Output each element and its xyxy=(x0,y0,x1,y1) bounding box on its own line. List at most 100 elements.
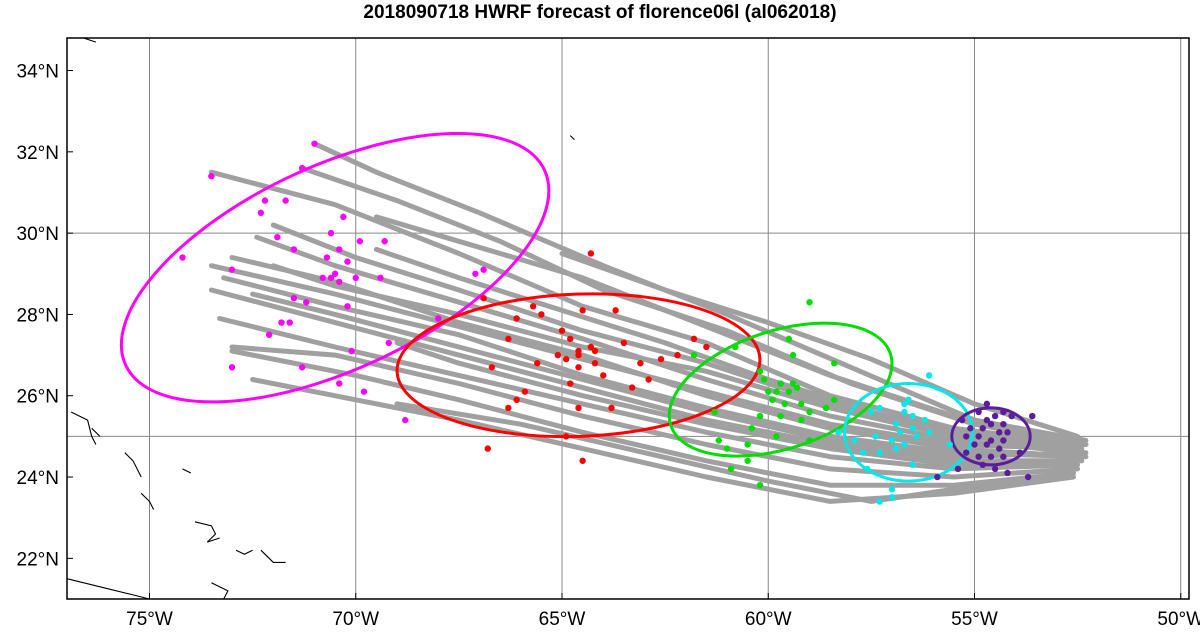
forecast-position-dot xyxy=(257,209,265,217)
uncertainty-ellipses xyxy=(119,131,1032,483)
forecast-position-dot xyxy=(831,360,838,367)
forecast-position-dot xyxy=(909,461,916,469)
ensemble-track xyxy=(373,246,1076,456)
forecast-position-dot xyxy=(901,441,908,448)
forecast-position-dot xyxy=(954,465,962,473)
forecast-position-dot xyxy=(996,445,1003,452)
forecast-position-dot xyxy=(876,404,883,412)
forecast-position-dot xyxy=(591,360,599,367)
forecast-position-dot xyxy=(336,278,343,286)
forecast-position-dot xyxy=(983,416,991,424)
ensemble-track xyxy=(208,263,1081,452)
forecast-position-dot xyxy=(484,445,491,452)
forecast-position-dot xyxy=(298,164,306,172)
forecast-position-dot xyxy=(934,473,941,481)
ensemble-track xyxy=(208,169,1085,447)
forecast-position-dot xyxy=(888,494,896,501)
forecast-position-dot xyxy=(925,372,933,379)
coastline-segment xyxy=(182,468,192,474)
longitude-ticks: 75°W 70°W 65°W 60°W 55°W 50°W xyxy=(126,593,1200,630)
forecast-position-dot xyxy=(637,360,644,367)
forecast-position-dot xyxy=(925,429,933,436)
forecast-position-dot xyxy=(303,299,310,306)
forecast-position-dot xyxy=(996,429,1003,436)
forecast-position-dot xyxy=(909,425,916,432)
forecast-position-dot xyxy=(352,274,359,282)
coastlines xyxy=(66,37,575,600)
y-tick-label: 28°N xyxy=(17,305,59,326)
forecast-position-dot xyxy=(562,355,570,363)
forecast-position-dot xyxy=(435,315,442,322)
coastline-segment xyxy=(211,582,229,600)
forecast-position-dot xyxy=(723,445,731,452)
figure-title: 2018090718 HWRF forecast of florence06l … xyxy=(363,2,837,23)
forecast-position-dot xyxy=(290,294,298,302)
coastline-segment xyxy=(124,452,142,478)
x-tick-label: 65°W xyxy=(539,609,586,630)
forecast-position-dot xyxy=(963,449,970,456)
forecast-position-dot xyxy=(534,360,541,367)
forecast-position-dot xyxy=(360,388,368,395)
forecast-position-dot xyxy=(987,437,995,444)
forecast-position-dot xyxy=(265,331,273,338)
forecast-position-dot xyxy=(356,238,364,245)
uncertainty-ellipse xyxy=(395,292,762,439)
ensemble-track xyxy=(229,348,1076,488)
forecast-position-dot xyxy=(769,396,776,404)
forecast-position-dot xyxy=(179,254,186,261)
forecast-position-dot xyxy=(765,388,772,395)
forecast-position-dot xyxy=(645,376,652,383)
forecast-positions xyxy=(179,140,1036,505)
forecast-position-dot xyxy=(872,433,879,440)
forecast-position-dot xyxy=(748,425,755,432)
ensemble-track xyxy=(208,287,1085,464)
forecast-position-dot xyxy=(727,465,735,473)
forecast-position-dot xyxy=(579,307,586,314)
forecast-position-dot xyxy=(1029,412,1036,420)
coastline-segment xyxy=(91,427,101,437)
forecast-position-dot xyxy=(987,420,995,428)
forecast-position-dot xyxy=(587,250,595,257)
forecast-position-dot xyxy=(901,408,908,416)
forecast-position-dot xyxy=(562,433,570,440)
latitude-ticks: 22°N 24°N 26°N 28°N 30°N 32°N 34°N xyxy=(17,62,73,570)
forecast-position-dot xyxy=(290,246,298,253)
forecast-position-dot xyxy=(480,294,487,302)
forecast-position-dot xyxy=(971,441,978,448)
y-tick-label: 26°N xyxy=(17,387,59,408)
forecast-position-dot xyxy=(327,229,335,237)
forecast-position-dot xyxy=(859,449,867,456)
forecast-position-dot xyxy=(835,429,842,436)
forecast-position-dot xyxy=(690,335,698,343)
forecast-position-dot xyxy=(785,335,793,343)
forecast-position-dot xyxy=(620,339,628,347)
ensemble-track xyxy=(217,316,1081,472)
forecast-position-dot xyxy=(963,433,970,440)
coastline-segment xyxy=(70,411,97,445)
forecast-position-dot xyxy=(991,465,999,473)
forecast-position-dot xyxy=(336,380,343,387)
forecast-position-dot xyxy=(888,486,896,493)
uncertainty-ellipse xyxy=(667,321,894,458)
forecast-position-dot xyxy=(538,311,545,318)
forecast-position-dot xyxy=(331,270,339,277)
forecast-position-dot xyxy=(587,343,595,351)
forecast-position-dot xyxy=(888,437,896,444)
forecast-position-dot xyxy=(967,425,974,432)
forecast-position-dot xyxy=(831,396,838,404)
forecast-position-dot xyxy=(822,404,830,412)
forecast-position-dot xyxy=(913,433,920,440)
forecast-position-dot xyxy=(261,197,269,204)
forecast-position-dot xyxy=(798,416,805,424)
forecast-position-dot xyxy=(1000,408,1007,416)
forecast-position-dot xyxy=(789,351,797,359)
forecast-position-dot xyxy=(377,274,384,282)
forecast-position-dot xyxy=(385,339,392,347)
forecast-position-dot xyxy=(286,319,293,326)
forecast-position-dot xyxy=(979,461,986,469)
forecast-position-dot xyxy=(282,197,289,204)
forecast-position-dot xyxy=(806,408,813,416)
forecast-position-dot xyxy=(744,441,751,448)
forecast-position-dot xyxy=(575,364,582,371)
